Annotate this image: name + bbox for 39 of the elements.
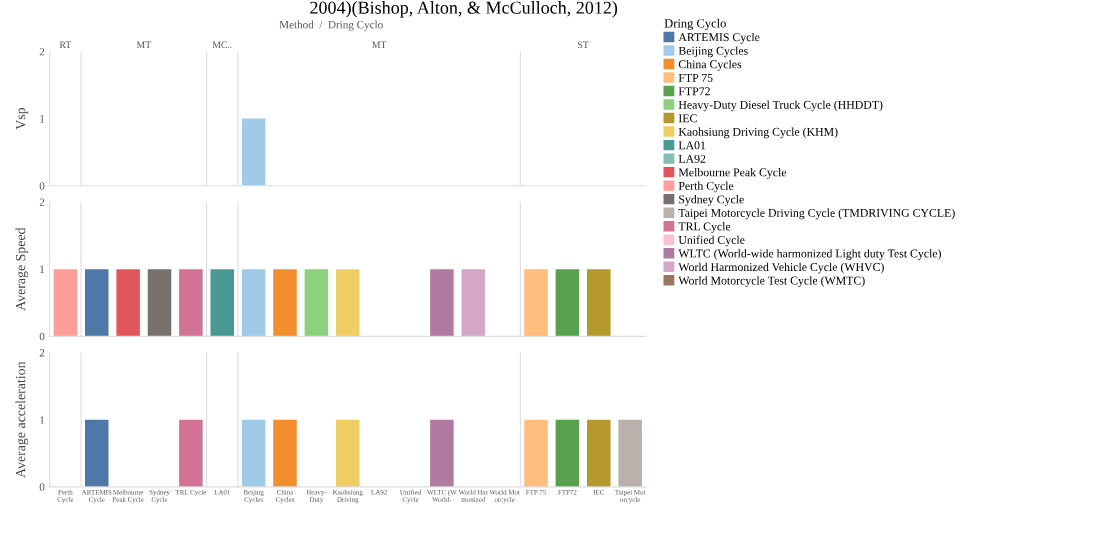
legend-label: Unified Cycle [678, 235, 745, 247]
legend-label: IEC [678, 114, 697, 123]
legend-label: LA92 [678, 154, 706, 163]
legend-label: Perth Cycle [678, 181, 734, 193]
text: MC.. [212, 41, 232, 49]
legend-label: FTP72 [678, 87, 710, 96]
legend-label: Kaohsiung Driving Cycle (KHM) [678, 127, 838, 139]
legend-label: Melbourne Peak Cycle [678, 168, 787, 179]
y-tick-label: 2 [39, 47, 45, 56]
legend-label: TRL Cycle [678, 222, 731, 233]
legend-label: World Harmonized Vehicle Cycle (WHVC) [678, 262, 884, 274]
chart-title: 2004)(Bishop, Alton, & McCulloch, 2012) [310, 1, 618, 18]
legend-label: World Motorcycle Test Cycle (WMTC) [678, 276, 865, 287]
text: ST [578, 41, 589, 49]
y-tick-label: 2 [39, 349, 45, 357]
legend-label: China Cycles [678, 59, 742, 71]
legend-label: ARTEMIS Cycle [678, 32, 760, 44]
legend-label: Taipei Motorcycle Driving Cycle (TMDRIVING CYCLE) [678, 208, 955, 220]
y-tick-label: 2 [39, 198, 45, 206]
text: MT [372, 41, 387, 48]
y-tick-label: 1 [40, 416, 45, 424]
y-tick-label: 1 [40, 115, 45, 123]
legend-title: Dring Cyclo [664, 18, 726, 31]
legend-label: Sydney Cycle [679, 195, 744, 206]
text: MT [136, 41, 151, 48]
legend-label: FTP 75 [678, 73, 713, 82]
y-axis-title: Vsp [16, 107, 29, 130]
legend-label: WLTC (World-wide harmonized Light duty Test Cycle) [678, 249, 941, 260]
y-tick-label: 0 [39, 332, 45, 341]
y-axis-title: Average acceleration [15, 361, 29, 478]
text: RT [59, 41, 72, 48]
y-tick-label: 0 [39, 182, 45, 190]
chart-subtitle: Method / Dring Cyclo [279, 20, 383, 31]
y-axis-title: Average Speed [15, 227, 29, 311]
legend-label: Beijing Cycles [678, 46, 748, 58]
legend-label: Heavy-Duty Diesel Truck Cycle (HHDDT) [678, 100, 883, 112]
legend-label: LA01 [678, 141, 706, 150]
y-tick-label: 0 [39, 483, 45, 491]
y-tick-label: 1 [40, 265, 45, 273]
